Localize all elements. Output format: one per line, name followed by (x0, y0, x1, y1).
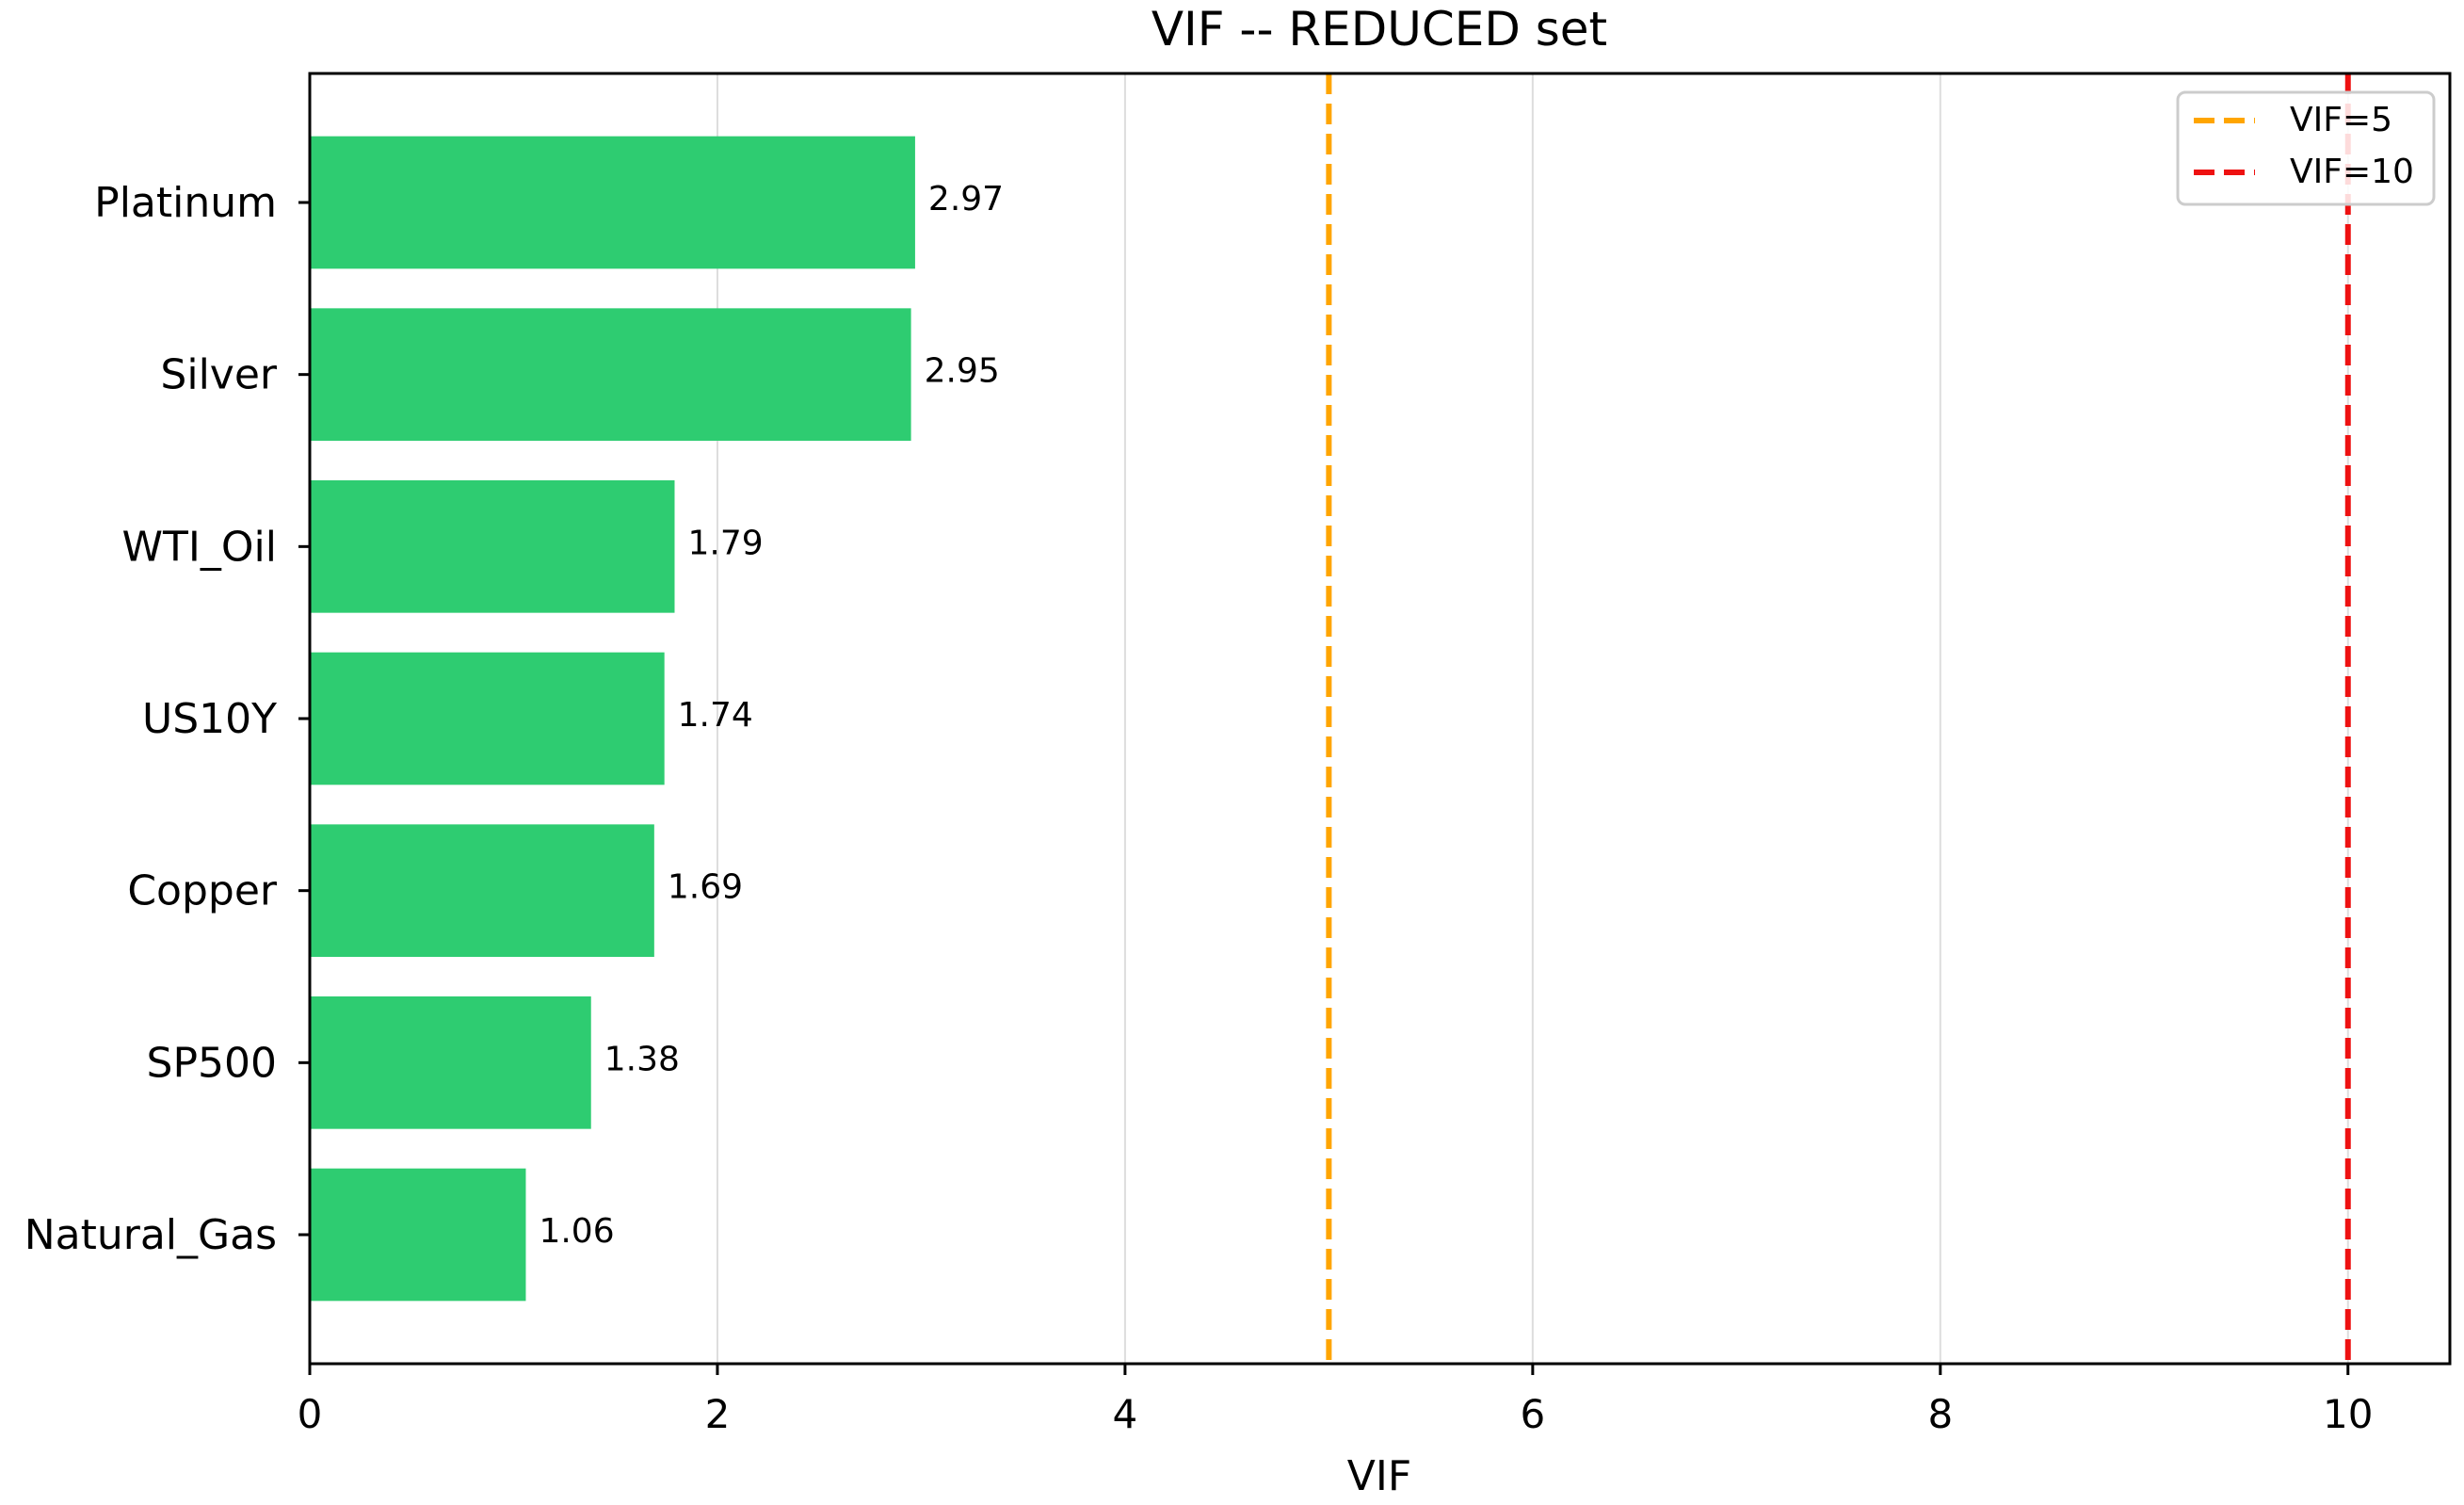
y-category-label: Natural_Gas (24, 1211, 277, 1259)
bar-value-label: 1.79 (687, 524, 763, 562)
bar (310, 996, 591, 1129)
bar (310, 308, 911, 441)
bar-value-label: 2.95 (925, 352, 1000, 391)
legend-label: VIF=5 (2290, 101, 2392, 139)
y-category-label: Platinum (94, 179, 277, 227)
bar (310, 136, 915, 269)
x-tick-label: 6 (1520, 1391, 1545, 1437)
bar (310, 480, 675, 613)
legend-label: VIF=10 (2290, 153, 2414, 191)
y-category-label: US10Y (142, 695, 277, 743)
bar-value-label: 2.97 (928, 180, 1004, 218)
x-tick-label: 2 (705, 1391, 731, 1437)
y-category-label: SP500 (147, 1039, 277, 1087)
bar (310, 1168, 526, 1302)
bar-value-label: 1.06 (539, 1212, 614, 1251)
bar-value-label: 1.74 (678, 696, 753, 735)
x-axis-label: VIF (1347, 1452, 1411, 1500)
legend: VIF=5 VIF=10 (2176, 90, 2436, 206)
x-tick-label: 4 (1113, 1391, 1138, 1437)
reference-lines (1326, 73, 2351, 1364)
gridlines (716, 73, 2349, 1364)
y-category-label: WTI_Oil (122, 523, 277, 571)
bar-value-label: 1.38 (604, 1040, 680, 1078)
chart-title: VIF -- REDUCED set (1151, 2, 1607, 57)
y-axis-categories: Platinum Silver WTI_Oil US10Y Copper SP500 Nat… (24, 179, 310, 1259)
y-category-label: Copper (127, 867, 278, 915)
bar-value-label: 1.69 (668, 868, 743, 907)
bar (310, 652, 665, 785)
x-axis-ticks: 0 2 4 6 8 10 (298, 1364, 2373, 1437)
x-tick-label: 10 (2323, 1391, 2373, 1437)
x-tick-label: 0 (298, 1391, 323, 1437)
y-category-label: Silver (160, 351, 277, 399)
bar (310, 824, 654, 957)
x-tick-label: 8 (1927, 1391, 1953, 1437)
bars: 2.97 2.95 1.79 1.74 1.69 1.38 1.06 (310, 136, 1004, 1302)
